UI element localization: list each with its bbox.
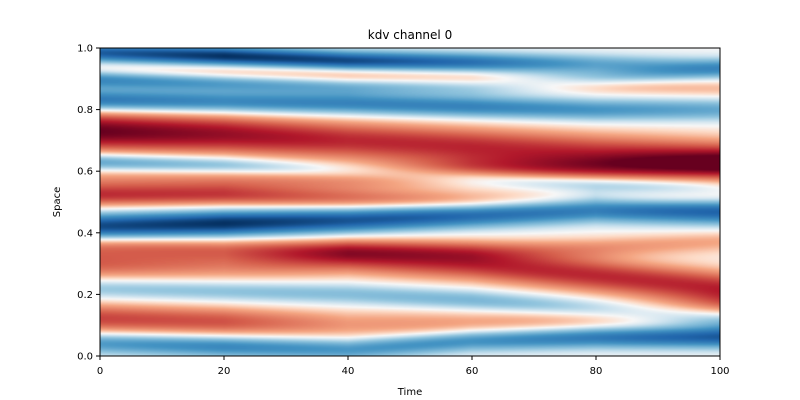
y-tick-label: 0.4 — [77, 228, 93, 239]
x-axis-label: Time — [397, 387, 422, 398]
y-tick-label: 0.0 — [77, 352, 93, 363]
y-tick-label: 0.8 — [77, 105, 93, 116]
x-tick-label: 100 — [710, 366, 729, 377]
x-tick-label: 0 — [97, 366, 103, 377]
y-tick-label: 0.6 — [77, 167, 93, 178]
y-tick-label: 0.2 — [77, 290, 93, 301]
plot-frame — [99, 47, 721, 357]
x-tick-label: 40 — [342, 366, 355, 377]
y-axis-label: Space — [52, 187, 63, 217]
plot-area — [99, 47, 721, 357]
x-tick-label: 60 — [466, 366, 479, 377]
x-tick-label: 80 — [590, 366, 603, 377]
x-tick-label: 20 — [218, 366, 231, 377]
heatmap-image — [100, 48, 720, 356]
x-axis: 0 20 40 60 80 100 — [97, 356, 730, 377]
y-tick-label: 1.0 — [77, 44, 93, 55]
y-axis: 0.0 0.2 0.4 0.6 0.8 1.0 — [77, 44, 100, 363]
chart-title: kdv channel 0 — [368, 28, 452, 42]
